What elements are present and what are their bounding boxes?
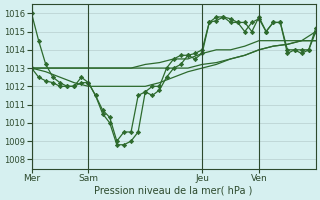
- X-axis label: Pression niveau de la mer( hPa ): Pression niveau de la mer( hPa ): [94, 186, 253, 196]
